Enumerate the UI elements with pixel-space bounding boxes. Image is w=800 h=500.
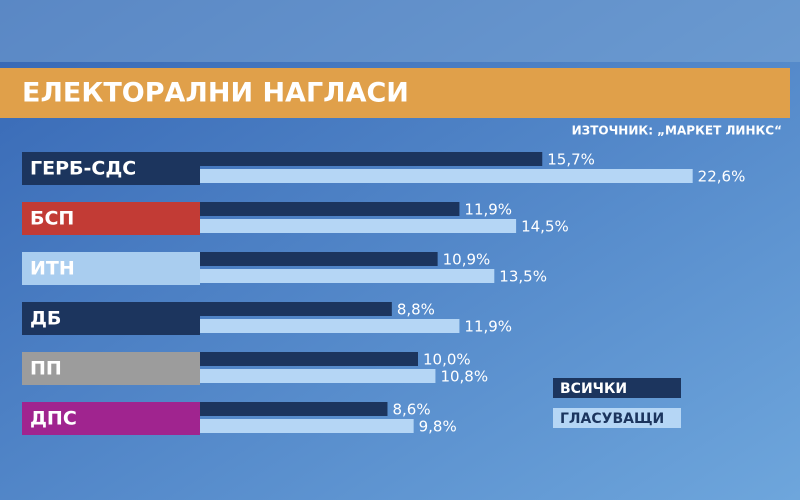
bar <box>200 152 543 166</box>
bar <box>200 319 460 333</box>
category-box <box>22 352 200 385</box>
chart-title: ЕЛЕКТОРАЛНИ НАГЛАСИ <box>22 78 409 109</box>
value-label: 14,5% <box>521 218 569 236</box>
category-box <box>22 402 200 435</box>
value-label: 9,8% <box>419 418 457 436</box>
legend-label: ВСИЧКИ <box>560 381 627 397</box>
title-band <box>0 68 790 118</box>
value-label: 8,8% <box>397 301 435 319</box>
value-label: 11,9% <box>464 201 512 219</box>
chart-subtitle: ИЗТОЧНИК: „МАРКЕТ ЛИНКС“ <box>572 124 782 138</box>
category-box <box>22 202 200 235</box>
legend-swatch <box>553 408 681 428</box>
bar <box>200 402 388 416</box>
value-label: 11,9% <box>464 318 512 336</box>
category-label: ДПС <box>30 408 77 430</box>
value-label: 10,0% <box>423 351 471 369</box>
bar <box>200 419 414 433</box>
value-label: 10,8% <box>440 368 488 386</box>
category-box <box>22 302 200 335</box>
bar <box>200 202 460 216</box>
value-label: 8,6% <box>392 401 430 419</box>
bar <box>200 252 438 266</box>
category-box <box>22 252 200 285</box>
bar <box>200 269 495 283</box>
bar <box>200 369 436 383</box>
bar <box>200 169 693 183</box>
value-label: 13,5% <box>499 268 547 286</box>
value-label: 22,6% <box>698 168 746 186</box>
category-label: ГЕРБ-СДС <box>30 158 136 180</box>
category-label: БСП <box>30 208 74 230</box>
legend-swatch <box>553 378 681 398</box>
value-label: 15,7% <box>547 151 595 169</box>
top-band <box>0 0 800 62</box>
category-label: ИТН <box>30 258 75 280</box>
category-label: ПП <box>30 358 62 380</box>
legend-label: ГЛАСУВАЩИ <box>560 411 664 427</box>
bar <box>200 302 392 316</box>
bar <box>200 352 418 366</box>
value-label: 10,9% <box>443 251 491 269</box>
bar <box>200 219 517 233</box>
category-box <box>22 152 200 185</box>
category-label: ДБ <box>30 308 61 330</box>
